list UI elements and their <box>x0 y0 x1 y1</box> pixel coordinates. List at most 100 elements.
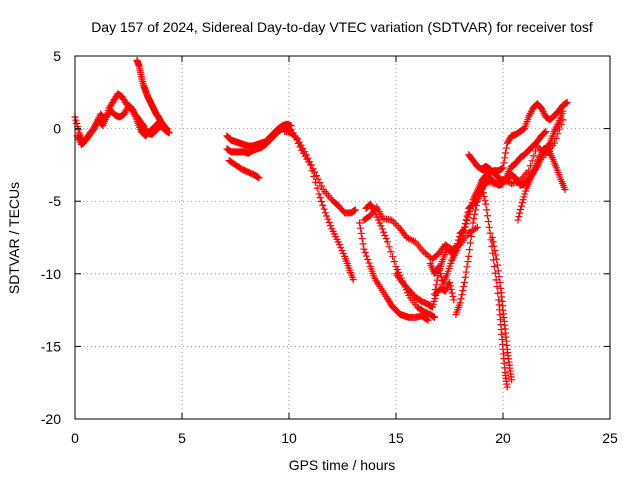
data-point <box>490 242 498 250</box>
y-tick-label: 0 <box>53 121 61 137</box>
data-point <box>493 261 501 269</box>
data-point <box>459 287 467 295</box>
series-arc-14 <box>431 171 494 298</box>
data-point <box>423 315 431 323</box>
data-point <box>508 376 516 384</box>
data-point <box>389 253 397 261</box>
data-point <box>542 128 550 136</box>
series-arc-8 <box>285 128 359 217</box>
data-point <box>466 239 474 247</box>
data-point <box>300 148 308 156</box>
data-point <box>486 229 494 237</box>
series-arc-9 <box>356 219 432 324</box>
data-point <box>463 217 471 225</box>
data-point <box>493 255 501 263</box>
series-arc-5 <box>223 123 295 157</box>
data-point <box>357 229 365 237</box>
data-point <box>472 224 480 232</box>
data-point <box>292 133 300 141</box>
data-point <box>461 223 469 231</box>
data-point <box>309 165 317 173</box>
data-point <box>432 281 440 289</box>
data-point <box>494 267 502 275</box>
data-point <box>499 164 507 172</box>
data-point <box>351 206 359 214</box>
x-tick-label: 0 <box>71 430 79 446</box>
data-point <box>433 276 441 284</box>
data-point <box>484 218 492 226</box>
data-point <box>452 247 460 255</box>
data-point <box>496 279 504 287</box>
data-point <box>313 184 321 192</box>
data-point <box>478 181 486 189</box>
data-point <box>467 232 475 240</box>
data-point <box>304 154 312 162</box>
data-point <box>458 291 466 299</box>
data-point <box>449 292 457 300</box>
data-point <box>473 223 481 231</box>
data-point <box>515 213 523 221</box>
data-point <box>517 202 525 210</box>
data-point <box>314 175 322 183</box>
data-point <box>450 296 458 304</box>
data-point <box>489 238 497 246</box>
data-point <box>324 215 332 223</box>
data-point <box>502 144 510 152</box>
data-point <box>434 272 442 280</box>
data-point <box>385 243 393 251</box>
data-point <box>525 167 533 175</box>
data-point <box>493 283 501 291</box>
x-tick-label: 10 <box>281 430 297 446</box>
data-point <box>312 172 320 180</box>
series-arc-21 <box>482 116 567 188</box>
data-point <box>74 126 82 134</box>
data-point <box>557 121 565 129</box>
data-point <box>381 231 389 239</box>
data-point <box>383 238 391 246</box>
data-point <box>73 119 81 127</box>
data-point <box>492 276 500 284</box>
data-point <box>503 383 511 391</box>
data-point <box>321 209 329 217</box>
data-point <box>552 134 560 142</box>
data-point <box>315 190 323 198</box>
data-point <box>550 139 558 147</box>
data-point <box>514 216 522 224</box>
data-point <box>481 196 489 204</box>
x-tick-labels: 0 5 10 15 20 25 <box>71 430 618 446</box>
x-tick-label: 20 <box>495 430 511 446</box>
data-point <box>462 268 470 276</box>
data-point <box>491 247 499 255</box>
data-point <box>541 128 549 136</box>
data-point <box>517 206 525 214</box>
grid <box>75 56 610 419</box>
series-arc-7 <box>281 128 357 284</box>
data-point <box>377 222 385 230</box>
data-point <box>485 223 493 231</box>
data-point <box>307 161 315 169</box>
x-tick-label: 5 <box>178 430 186 446</box>
plot-frame <box>74 55 611 420</box>
data-point <box>431 290 439 298</box>
data-point <box>295 138 303 146</box>
data-point <box>356 224 364 232</box>
series-arc-10 <box>362 200 439 321</box>
data-point <box>483 206 491 214</box>
data-point <box>431 285 439 293</box>
data-point <box>462 220 470 228</box>
y-tick-label: -20 <box>41 411 61 427</box>
data-point <box>492 251 500 259</box>
data-point <box>456 299 464 307</box>
data-point <box>470 215 478 223</box>
data-point <box>561 186 569 194</box>
data-point <box>482 200 490 208</box>
data-point <box>360 245 368 253</box>
data-point <box>388 216 396 224</box>
data-point <box>463 263 471 271</box>
y-tick-labels: 5 0 -5 -10 -15 -20 <box>41 48 61 427</box>
data-point <box>294 135 302 143</box>
data-point <box>516 209 524 217</box>
y-tick-label: -15 <box>41 338 61 354</box>
series-arc-19 <box>488 234 516 384</box>
